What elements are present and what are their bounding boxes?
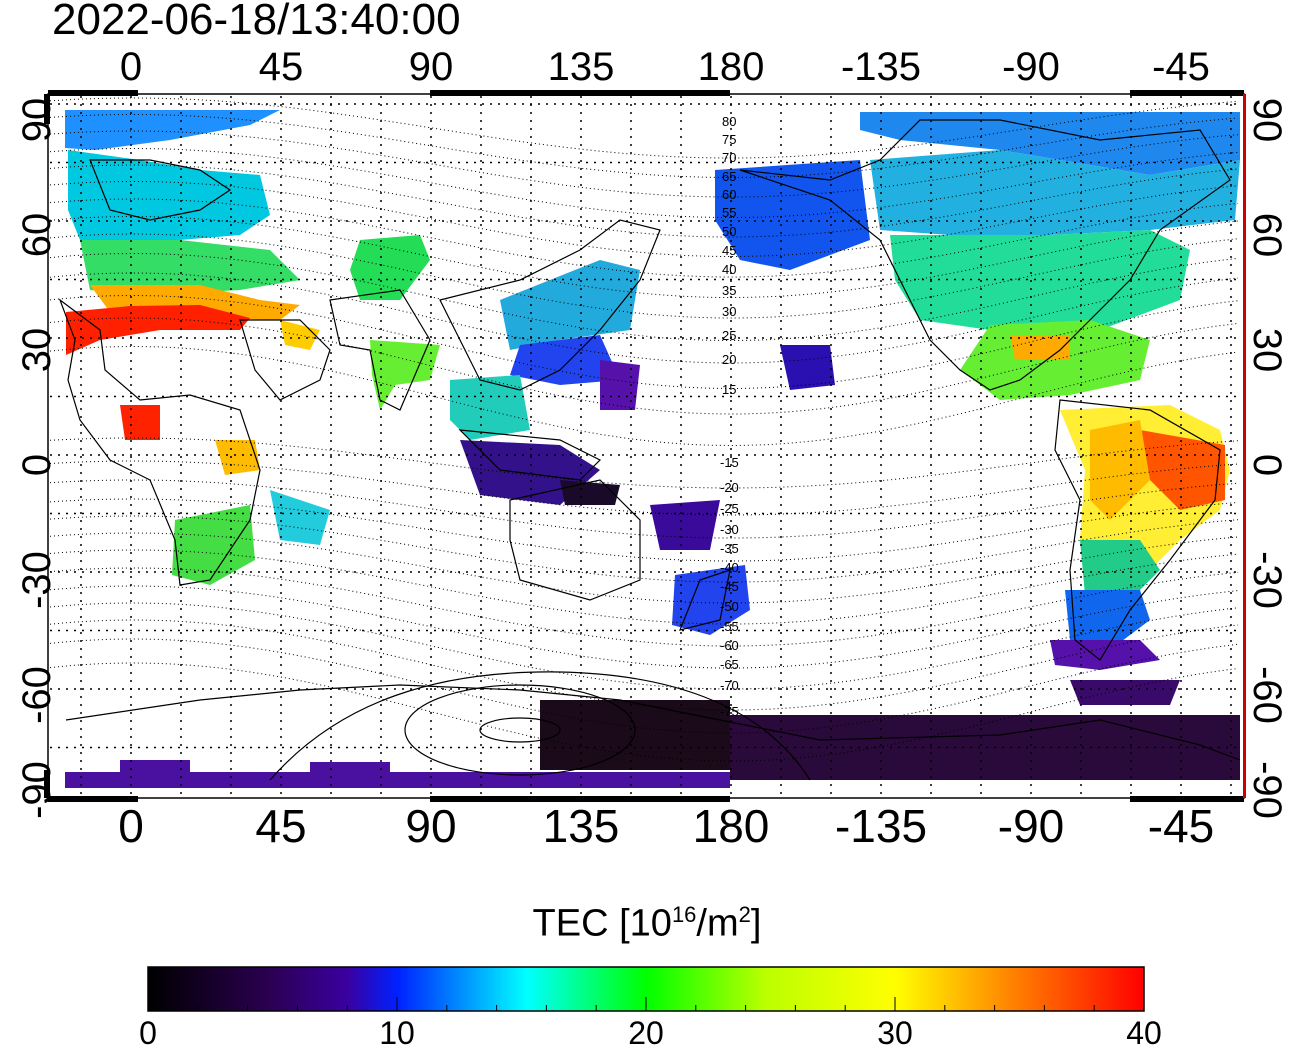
colorbar-tick-label: 0 xyxy=(139,1015,157,1051)
tick-label: 0 xyxy=(118,800,144,852)
tick-label: 135 xyxy=(542,800,620,852)
contour-label: 75 xyxy=(722,132,736,147)
contour-line xyxy=(49,567,1239,647)
tick-label: -45 xyxy=(1147,800,1215,852)
contour-label: -45 xyxy=(720,579,739,594)
contour-label: 65 xyxy=(722,169,736,184)
tick-label: 180 xyxy=(692,800,770,852)
contour-line xyxy=(49,498,1239,562)
colorbar-tick-label: 40 xyxy=(1126,1015,1162,1051)
timestamp: 2022-06-18/13:40:00 xyxy=(52,0,461,44)
contour-label: -25 xyxy=(720,501,739,516)
tick-label: 90 xyxy=(15,97,59,143)
contour-label: -60 xyxy=(720,638,739,653)
contour-label: -75 xyxy=(720,704,739,719)
tick-label: -30 xyxy=(1245,551,1289,609)
contour-line xyxy=(49,460,1239,516)
contour-label: -70 xyxy=(720,678,739,693)
contour-label: 60 xyxy=(722,187,736,202)
tick-label: 45 xyxy=(258,45,304,89)
tick-label: 135 xyxy=(547,45,615,89)
tick-label: 30 xyxy=(15,327,59,373)
tick-label: -90 xyxy=(15,761,59,819)
magnetic-latitude-contours xyxy=(49,97,1239,762)
colorbar-tick-label: 10 xyxy=(379,1015,415,1051)
tec-data xyxy=(65,110,1240,788)
contour-label: -55 xyxy=(720,619,739,634)
contour-label: 50 xyxy=(722,224,736,239)
tick-label: 60 xyxy=(1245,212,1289,258)
coastlines xyxy=(58,119,1241,781)
contour-line xyxy=(49,215,1239,298)
tick-label: -135 xyxy=(834,800,928,852)
contour-label: 70 xyxy=(722,150,736,165)
tick-label: -90 xyxy=(1245,761,1289,819)
contour-label: 40 xyxy=(722,262,736,277)
contour-labels: 80 75 70 65 60 55 50 45 40 35 30 25 20 15 -15 -20 -25 -30… xyxy=(720,114,739,719)
tick-label: -60 xyxy=(15,666,59,724)
tick-label: 30 xyxy=(1245,327,1289,373)
tick-label: 90 xyxy=(1245,97,1289,143)
tick-label: 90 xyxy=(405,800,457,852)
contour-label: 35 xyxy=(722,283,736,298)
tick-label: 90 xyxy=(408,45,454,89)
contour-label: -20 xyxy=(720,480,739,495)
tick-label: 0 xyxy=(15,453,59,477)
contour-line xyxy=(49,317,1239,415)
contour-label: -30 xyxy=(720,522,739,537)
contour-label: -15 xyxy=(720,455,739,470)
contour-label: -65 xyxy=(720,657,739,672)
colorbar-tick-label: 30 xyxy=(877,1015,913,1051)
tick-label: -90 xyxy=(997,800,1065,852)
contour-line xyxy=(49,437,1239,489)
tick-label: 0 xyxy=(119,45,143,89)
contour-line xyxy=(49,198,1239,278)
tick-label: 0 xyxy=(1245,453,1289,477)
frame-bars xyxy=(44,90,1244,802)
graticule xyxy=(50,96,1242,796)
contour-label: 45 xyxy=(722,243,736,258)
tick-label: 180 xyxy=(697,45,765,89)
contour-label: -35 xyxy=(720,541,739,556)
contour-label: 25 xyxy=(722,328,736,343)
contour-label: -40 xyxy=(720,560,739,575)
contour-label: 80 xyxy=(722,114,736,129)
contour-label: -50 xyxy=(720,599,739,614)
right-red-edge xyxy=(1243,94,1246,798)
colorbar-ticks xyxy=(147,997,1145,1011)
tick-label: -60 xyxy=(1245,666,1289,724)
contour-label: 30 xyxy=(722,304,736,319)
contour-line xyxy=(49,585,1239,669)
tick-label: -30 xyxy=(15,551,59,609)
colorbar-title: TEC [1016/m2] xyxy=(532,902,762,945)
contour-label: 20 xyxy=(722,352,736,367)
contour-label: 15 xyxy=(722,382,736,397)
tick-label: 45 xyxy=(255,800,307,852)
contour-line xyxy=(49,113,1239,178)
colorbar-tick-label: 20 xyxy=(628,1015,664,1051)
tick-label: 60 xyxy=(15,212,59,258)
contour-label: 55 xyxy=(722,205,736,220)
contour-line xyxy=(49,515,1239,583)
tick-label: -45 xyxy=(1152,45,1210,89)
tick-label: -135 xyxy=(840,45,922,89)
contour-line xyxy=(49,130,1239,198)
tick-label: -90 xyxy=(1002,45,1060,89)
